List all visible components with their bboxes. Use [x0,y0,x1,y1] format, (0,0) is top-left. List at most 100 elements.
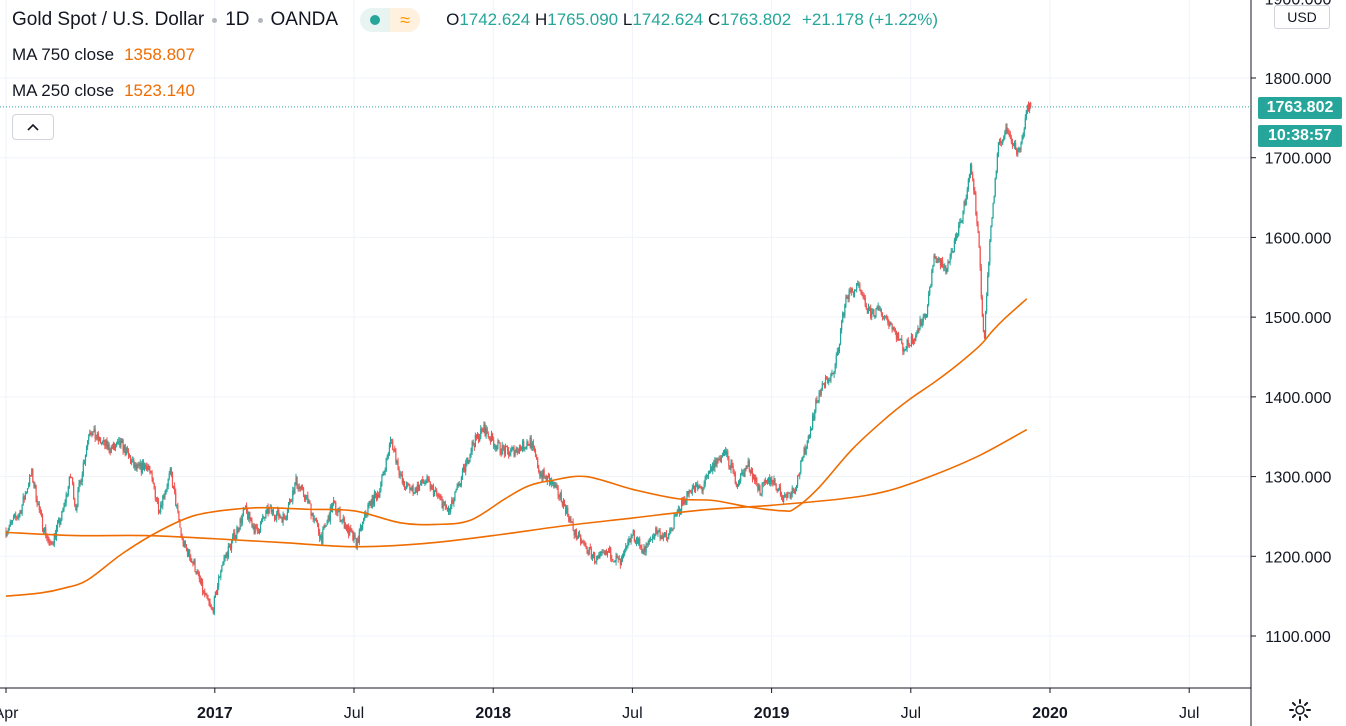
candle-body [880,309,882,314]
candle-body [820,389,822,395]
candle-body [838,343,841,351]
currency-label[interactable]: USD [1274,5,1330,29]
candle-body [966,189,968,199]
candle-body [205,594,207,596]
candle-body [464,466,466,472]
candle-body [286,512,289,518]
candle-body [184,540,186,547]
candle-body [6,532,8,537]
candle-body [762,482,764,484]
candle-body [210,604,212,608]
candle-body [793,490,795,494]
ma-250-legend[interactable]: MA 250 close 1523.140 [12,81,195,101]
candle-body [278,510,280,517]
candle-body [639,538,641,546]
candle-body [625,546,627,551]
candle-body [864,297,866,306]
candle-body [973,179,975,191]
candle-body [628,539,630,543]
candle-body [343,518,345,529]
candle-body [751,470,754,479]
candle-body [523,441,525,449]
candle-body [328,515,330,521]
candle-body [723,450,726,454]
candle-body [100,442,103,444]
candle-body [32,468,34,482]
interval-label[interactable]: 1D [225,9,250,30]
candle-body [835,355,837,365]
candle-body [821,383,823,390]
candle-body [406,482,408,489]
candle-body [151,472,153,479]
candle-body [11,520,14,522]
candle-body [788,492,790,494]
candle-body [606,551,609,555]
candle-body [669,529,671,534]
status-pill[interactable]: ≈ [360,8,421,32]
candle-body [694,485,697,491]
candle-body [108,444,110,452]
candle-body [767,477,770,482]
candle-body [133,459,135,468]
candle-body [316,520,319,524]
candle-body [281,517,283,523]
ma-750-legend[interactable]: MA 750 close 1358.807 [12,45,195,65]
candle-body [799,472,801,476]
candle-body [146,465,148,471]
candle-body [709,467,712,472]
candle-body [213,597,215,614]
candle-body [46,536,48,539]
candle-body [602,552,604,554]
gear-icon[interactable] [1288,698,1312,722]
candle-body [824,377,827,386]
candle-body [545,475,547,482]
candle-body [668,533,670,539]
candle-body [522,441,524,451]
candle-body [955,236,958,238]
candle-body [359,526,362,530]
y-tick-label: 1400.000 [1265,390,1332,407]
candle-body [360,526,363,530]
candle-body [156,499,159,501]
candle-body [776,489,778,492]
candle-body [138,464,140,467]
candle-body [368,503,370,505]
candle-body [448,508,451,512]
candle-body [445,506,447,509]
candle-body [452,500,454,504]
candle-body [160,504,162,513]
candle-body [475,434,478,439]
candle-body [142,462,145,470]
candle-body [868,306,871,309]
candle-body [859,284,861,291]
candle-body [266,507,268,511]
candle-body [921,321,923,326]
candle-body [55,527,58,538]
candle-body [227,546,229,558]
candle-body [441,499,443,509]
candle-body [487,433,489,437]
candle-body [635,538,638,543]
candle-body [631,535,633,537]
candle-body [688,490,690,494]
candle-body [675,514,677,516]
candle-body [530,437,532,449]
candle-body [501,445,503,455]
candle-body [250,519,252,521]
candle-body [422,479,424,484]
candle-body [256,527,258,532]
candle-body [387,453,389,456]
collapse-legend-button[interactable] [12,114,54,140]
candle-body [150,472,152,474]
candle-body [61,511,63,520]
candle-body [697,484,699,489]
time-axis-labels: Apr 2017 Jul 2018 Jul 2019 Jul 2020 Jul [0,705,1199,722]
symbol-name[interactable]: Gold Spot / U.S. Dollar [12,9,205,30]
candle-body [654,533,656,538]
candle-body [116,442,118,446]
candle-body [930,286,932,288]
chevron-up-icon [27,123,39,131]
chart-axes [0,0,1256,726]
candle-body [94,429,96,439]
